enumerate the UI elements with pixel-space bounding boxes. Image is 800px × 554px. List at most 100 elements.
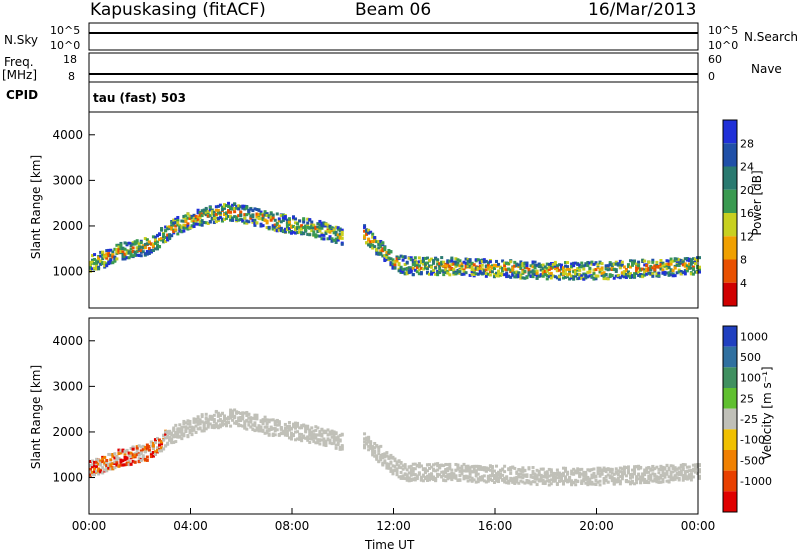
data-cell — [212, 417, 216, 421]
data-cell — [257, 208, 261, 212]
data-cell — [509, 466, 513, 470]
data-cell — [521, 473, 525, 477]
data-cell — [446, 463, 450, 467]
data-cell — [168, 237, 172, 241]
data-cell — [214, 422, 218, 426]
data-cell — [543, 265, 547, 269]
data-cell — [259, 210, 263, 214]
data-cell — [596, 471, 600, 475]
data-cell — [616, 469, 620, 473]
data-cell — [620, 477, 624, 481]
data-cell — [229, 214, 233, 218]
data-cell — [527, 273, 531, 277]
data-cell — [464, 261, 468, 265]
data-cell — [395, 471, 399, 475]
data-cell — [294, 226, 298, 230]
data-cell — [373, 245, 377, 249]
data-cell — [200, 212, 204, 216]
data-cell — [101, 257, 105, 261]
data-cell — [687, 266, 691, 270]
data-cell — [373, 236, 377, 240]
data-cell — [507, 261, 511, 265]
data-cell — [218, 414, 222, 418]
data-cell — [91, 258, 95, 262]
data-cell — [279, 431, 283, 435]
data-cell — [543, 273, 547, 277]
data-cell — [151, 446, 155, 450]
data-cell — [572, 472, 576, 476]
data-cell — [153, 241, 157, 245]
data-cell — [99, 463, 103, 467]
data-cell — [267, 418, 271, 422]
data-cell — [698, 270, 701, 274]
data-cell — [574, 471, 578, 475]
data-cell — [405, 474, 409, 478]
data-cell — [643, 259, 647, 263]
data-cell — [698, 265, 701, 269]
data-cell — [127, 463, 131, 467]
data-cell — [306, 435, 310, 439]
data-cell — [227, 204, 231, 208]
data-cell — [239, 210, 243, 214]
data-cell — [137, 444, 141, 448]
data-cell — [166, 233, 170, 237]
data-cell — [273, 228, 277, 232]
data-cell — [578, 265, 582, 269]
data-cell — [462, 477, 466, 481]
data-cell — [600, 273, 604, 277]
data-cell — [590, 476, 594, 480]
data-cell — [543, 482, 547, 486]
data-cell — [592, 467, 596, 471]
data-cell — [580, 467, 584, 471]
data-cell — [657, 467, 661, 471]
data-cell — [182, 432, 186, 436]
data-cell — [111, 255, 115, 259]
data-cell — [586, 468, 590, 472]
data-cell — [389, 262, 393, 266]
data-cell — [135, 453, 139, 457]
data-cell — [403, 267, 407, 271]
data-cell — [551, 471, 555, 475]
data-cell — [367, 228, 371, 232]
data-cell — [302, 220, 306, 224]
data-cell — [533, 270, 537, 274]
data-cell — [127, 451, 131, 455]
data-cell — [192, 418, 196, 422]
data-cell — [225, 417, 229, 421]
data-cell — [170, 226, 174, 230]
colorbar-tick-label: 500 — [740, 351, 761, 364]
data-cell — [298, 219, 302, 223]
data-cell — [693, 270, 697, 274]
data-cell — [296, 424, 300, 428]
data-cell — [497, 262, 501, 266]
data-cell — [628, 480, 632, 484]
data-cell — [633, 465, 637, 469]
data-cell — [444, 266, 448, 270]
data-cell — [600, 470, 604, 474]
data-cell — [547, 483, 551, 487]
data-cell — [442, 260, 446, 264]
data-cell — [545, 472, 549, 476]
data-cell — [318, 442, 322, 446]
data-cell — [367, 444, 371, 448]
data-cell — [432, 259, 436, 263]
data-cell — [147, 444, 151, 448]
data-cell — [397, 475, 401, 479]
data-cell — [687, 465, 691, 469]
data-cell — [484, 469, 488, 473]
data-cell — [513, 466, 517, 470]
data-cell — [340, 233, 344, 237]
data-cell — [271, 213, 275, 217]
data-cell — [383, 454, 387, 458]
data-cell — [507, 479, 511, 483]
x-tick-label: 12:00 — [376, 519, 411, 533]
data-cell — [614, 470, 618, 474]
data-cell — [389, 461, 393, 465]
data-cell — [316, 433, 320, 437]
data-cell — [511, 268, 515, 272]
data-cell — [336, 227, 340, 231]
data-cell — [584, 477, 588, 481]
data-cell — [448, 264, 452, 268]
data-cell — [698, 256, 701, 260]
data-cell — [135, 246, 139, 250]
